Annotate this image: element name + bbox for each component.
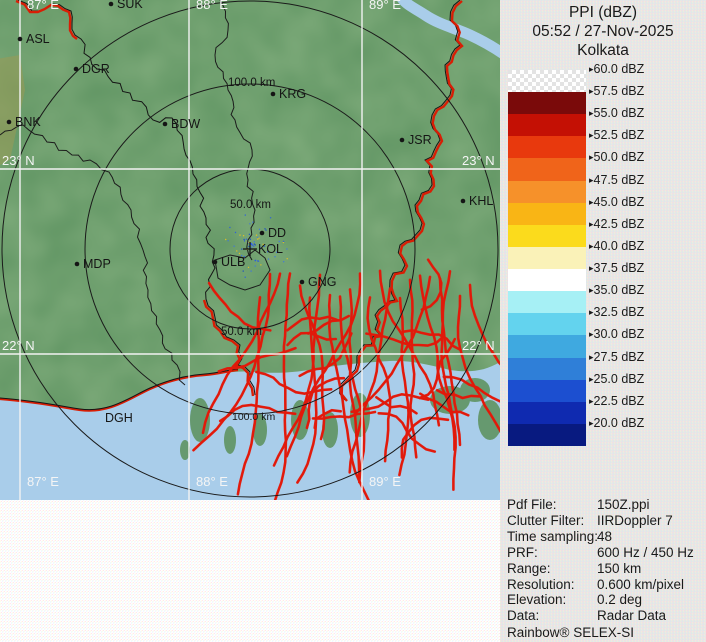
svg-text:88° E: 88° E (196, 474, 228, 489)
svg-text:23° N: 23° N (462, 153, 495, 168)
svg-text:BNK: BNK (15, 115, 41, 129)
svg-text:22° N: 22° N (2, 338, 35, 353)
svg-text:ULB: ULB (221, 255, 245, 269)
svg-text:87° E: 87° E (27, 0, 59, 12)
svg-text:50.0 km: 50.0 km (230, 199, 271, 211)
svg-text:SUK: SUK (117, 0, 143, 11)
svg-text:89° E: 89° E (369, 0, 401, 12)
svg-text:DGH: DGH (105, 411, 133, 425)
svg-text:88° E: 88° E (196, 0, 228, 12)
svg-text:KRG: KRG (279, 87, 306, 101)
svg-text:BDW: BDW (171, 117, 200, 131)
svg-text:23° N: 23° N (2, 153, 35, 168)
svg-text:GNG: GNG (308, 275, 336, 289)
svg-text:100.0 km: 100.0 km (228, 77, 275, 89)
svg-text:MDP: MDP (83, 257, 111, 271)
svg-text:89° E: 89° E (369, 474, 401, 489)
svg-text:22° N: 22° N (462, 338, 495, 353)
svg-text:JSR: JSR (408, 133, 432, 147)
svg-text:ASL: ASL (26, 32, 50, 46)
svg-text:DD: DD (268, 226, 286, 240)
svg-text:KOL: KOL (258, 242, 283, 256)
svg-text:DGR: DGR (82, 62, 110, 76)
svg-text:87° E: 87° E (27, 474, 59, 489)
svg-text:100.0 km: 100.0 km (232, 411, 275, 423)
svg-text:KHL: KHL (469, 194, 493, 208)
svg-text:50.0 km: 50.0 km (221, 326, 262, 338)
